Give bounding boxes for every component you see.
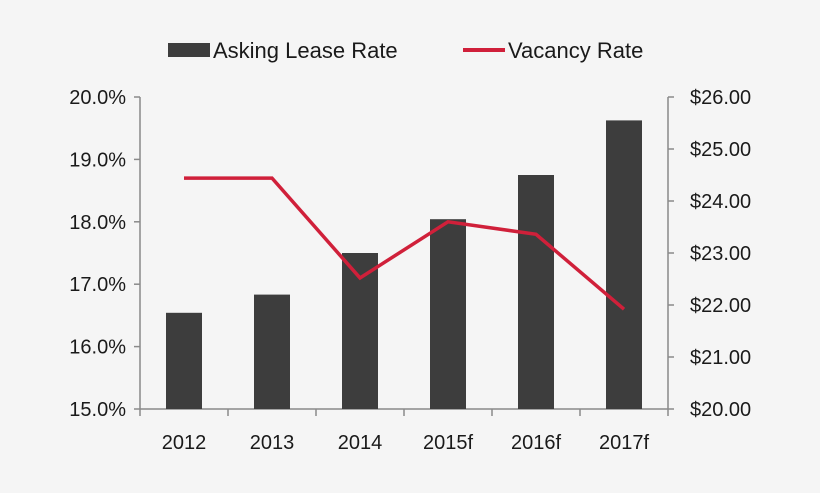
y-tick-label-left: 15.0% bbox=[69, 399, 126, 421]
legend-swatch-asking-lease-rate bbox=[168, 43, 210, 57]
bars bbox=[166, 120, 642, 410]
legend: Asking Lease Rate Vacancy Rate bbox=[168, 38, 643, 63]
bar bbox=[430, 219, 466, 409]
axes bbox=[134, 96, 674, 416]
y-tick-label-left: 16.0% bbox=[69, 337, 126, 359]
tick-labels: 20.0% 19.0% 18.0% 17.0% 16.0% 15.0% $26.00 $25.… bbox=[69, 87, 751, 454]
bar bbox=[254, 294, 290, 409]
y-tick-label-left: 18.0% bbox=[69, 212, 126, 234]
x-tick-label: 2017f bbox=[599, 432, 649, 454]
bar bbox=[606, 120, 642, 410]
y-tick-label-right: $20.00 bbox=[690, 399, 751, 421]
x-tick-label: 2012 bbox=[162, 432, 207, 454]
bar bbox=[518, 175, 554, 409]
y-tick-label-right: $24.00 bbox=[690, 191, 751, 213]
legend-label-vacancy-rate: Vacancy Rate bbox=[508, 38, 643, 63]
x-tick-label: 2015f bbox=[423, 432, 473, 454]
vacancy-rate-line bbox=[184, 176, 626, 311]
y-tick-label-right: $22.00 bbox=[690, 295, 751, 317]
y-tick-label-left: 20.0% bbox=[69, 87, 126, 109]
x-tick-label: 2014 bbox=[338, 432, 383, 454]
y-tick-label-right: $21.00 bbox=[690, 347, 751, 369]
y-tick-label-left: 17.0% bbox=[69, 274, 126, 296]
y-tick-label-right: $25.00 bbox=[690, 139, 751, 161]
x-tick-label: 2013 bbox=[250, 432, 295, 454]
x-tick-label: 2016f bbox=[511, 432, 561, 454]
bar bbox=[166, 312, 202, 409]
line-layer bbox=[183, 176, 626, 311]
y-tick-label-left: 19.0% bbox=[69, 149, 126, 171]
y-tick-label-right: $26.00 bbox=[690, 87, 751, 109]
legend-label-asking-lease-rate: Asking Lease Rate bbox=[213, 38, 398, 63]
y-tick-label-right: $23.00 bbox=[690, 243, 751, 265]
